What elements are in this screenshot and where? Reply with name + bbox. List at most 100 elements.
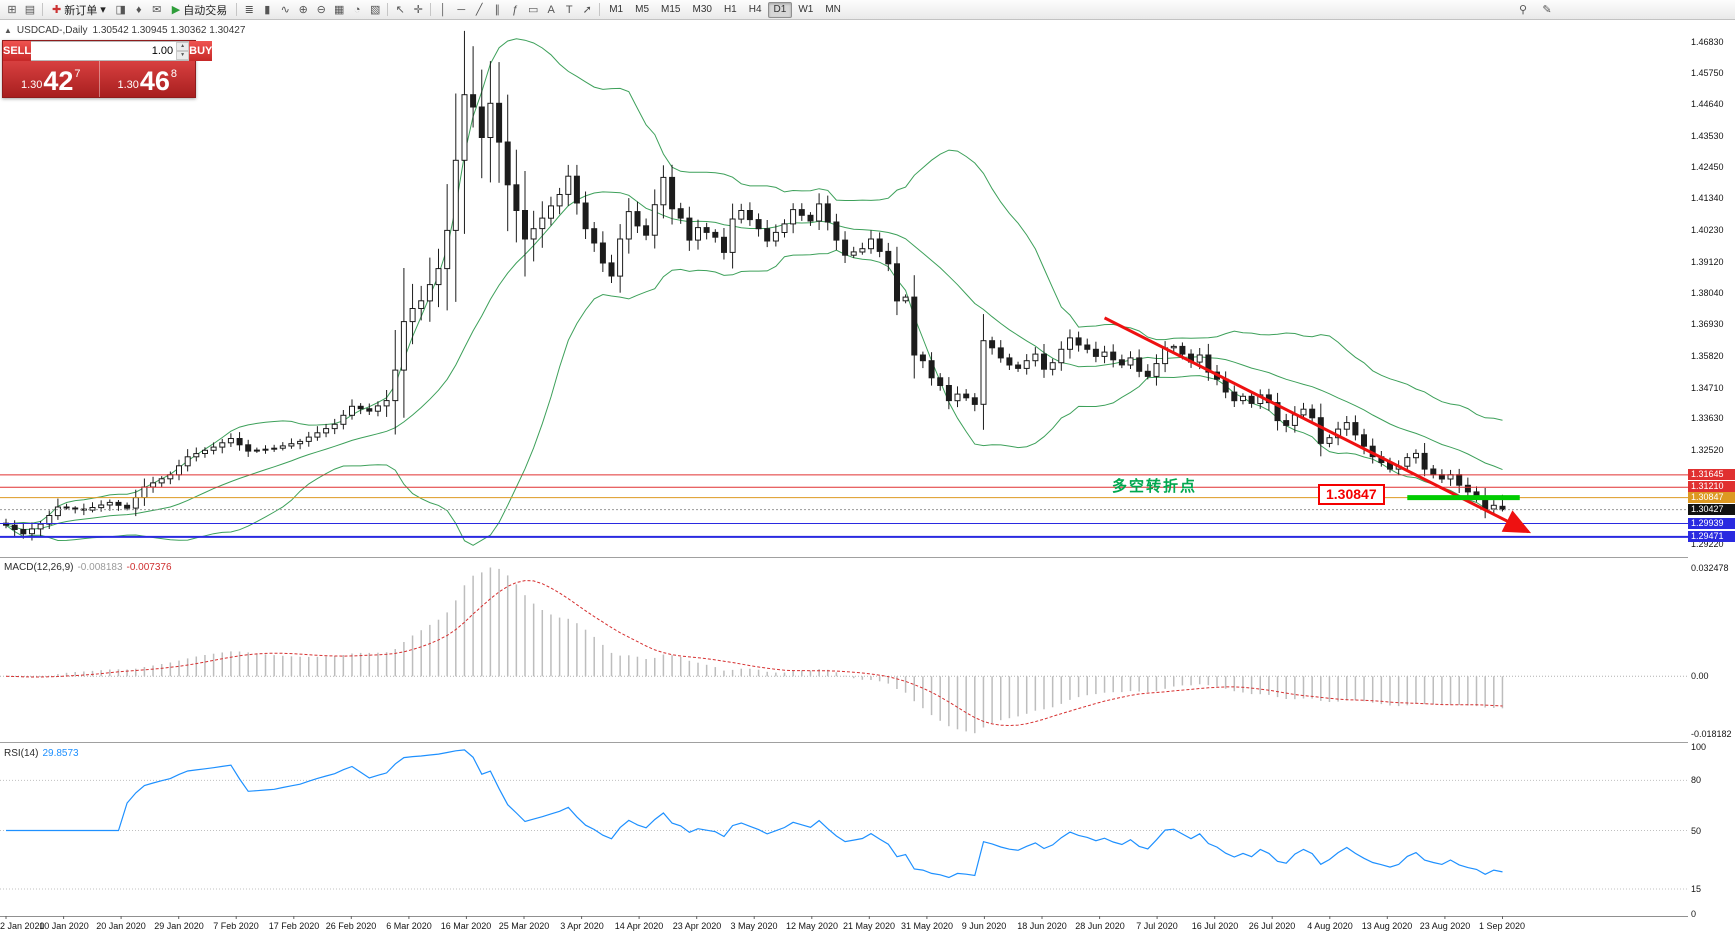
price-axis-label: 1.40230	[1691, 225, 1724, 235]
price-annotation[interactable]: 1.30847	[1318, 484, 1385, 505]
zoom-out-icon[interactable]: ⊖	[316, 4, 326, 16]
time-axis[interactable]: 2 Jan 2020 10 Jan 2020 20 Jan 2020 29 Jan 2…	[0, 918, 1688, 944]
date-label: 10 Jan 2020	[39, 921, 89, 931]
shapes-icon[interactable]: ▭	[528, 4, 539, 16]
arrow-tools-icon[interactable]: ➚	[582, 4, 592, 16]
volume-up-icon[interactable]: ▲	[176, 42, 190, 51]
date-label: 3 May 2020	[730, 921, 778, 931]
timeframe-m15[interactable]: M15	[661, 4, 681, 15]
volume-down-icon[interactable]: ▼	[176, 51, 190, 60]
fibonacci-icon[interactable]: ƒ	[512, 3, 519, 16]
volume-input[interactable]	[31, 42, 177, 60]
date-label: 28 Jun 2020	[1075, 921, 1125, 931]
candlestick-chart-icon[interactable]: ▮	[264, 4, 271, 16]
grid-icon[interactable]: ▦	[334, 4, 345, 16]
turning-point-annotation[interactable]: 多空转折点	[1112, 478, 1198, 495]
edit-icon[interactable]: ✎	[1542, 4, 1552, 16]
price-axis-label: 1.34710	[1691, 383, 1724, 393]
rsi-axis-label: 100	[1691, 742, 1707, 752]
date-label: 9 Jun 2020	[961, 921, 1007, 931]
toolbar-separator	[387, 3, 389, 16]
zoom-in-icon[interactable]: ⊕	[298, 4, 308, 16]
date-label: 20 Jan 2020	[96, 921, 146, 931]
date-label: 14 Apr 2020	[614, 921, 664, 931]
sell-price-sup: 7	[74, 68, 81, 80]
label-icon[interactable]: T	[565, 3, 573, 16]
timeframe-m30[interactable]: M30	[692, 4, 712, 15]
crosshair-icon[interactable]: ✛	[413, 4, 423, 16]
price-axis-label: 1.39120	[1691, 257, 1724, 267]
macd-signal-value: -0.007376	[126, 562, 172, 573]
date-label: 7 Feb 2020	[213, 921, 259, 931]
timeframe-h4[interactable]: H4	[748, 4, 762, 15]
autotrade-button[interactable]: ▶ 自动交易	[166, 1, 233, 18]
date-label: 2 Jan 2020	[0, 921, 45, 931]
price-axis-label: 1.38040	[1691, 288, 1724, 298]
timeframe-m5[interactable]: M5	[635, 4, 650, 15]
templates-icon[interactable]: ▧	[370, 4, 381, 16]
price-axis-label: 1.43530	[1691, 131, 1724, 141]
channel-icon[interactable]: ∥	[494, 4, 500, 16]
toolbar-separator	[599, 3, 601, 16]
rsi-axis-label: 50	[1691, 826, 1702, 836]
mailbox-icon[interactable]: ✉	[152, 4, 162, 16]
date-label: 12 May 2020	[785, 921, 839, 931]
new-order-button[interactable]: ✚ 新订单 ▾	[46, 1, 112, 18]
horizontal-line-icon[interactable]: ─	[457, 3, 466, 16]
price-axis-label: 1.35820	[1691, 351, 1724, 361]
timeframe-w1[interactable]: W1	[798, 4, 814, 15]
toolbar-separator	[430, 3, 432, 16]
rsi-value: 29.8573	[42, 748, 79, 759]
price-axis-label: 1.42450	[1691, 162, 1724, 172]
price-axis[interactable]: 1.46830 1.45750 1.44640 1.43530 1.42450 1.413…	[1688, 20, 1735, 946]
rsi-axis-label: 80	[1691, 775, 1702, 785]
alerts-icon[interactable]: ♦	[135, 3, 142, 16]
date-label: 29 Jan 2020	[154, 921, 204, 931]
timeframe-h1[interactable]: H1	[723, 4, 737, 15]
price-level-label: 1.31210	[1688, 481, 1735, 492]
volume-control: ▲ ▼	[31, 41, 190, 61]
buy-price[interactable]: 1.30 46 8	[98, 61, 196, 97]
autotrade-icon: ▶	[171, 4, 181, 16]
sell-button[interactable]: SELL	[3, 41, 32, 61]
collapse-panel-arrow[interactable]: ▲	[4, 26, 12, 35]
search-icon[interactable]: ⚲	[1518, 4, 1528, 16]
buy-price-small: 1.30	[117, 79, 139, 91]
buy-button[interactable]: BUY	[189, 41, 213, 61]
new-order-label: 新订单	[64, 4, 98, 17]
sell-price[interactable]: 1.30 42 7	[3, 61, 99, 97]
timeframe-d1[interactable]: D1	[767, 1, 793, 18]
buy-price-big: 46	[139, 66, 170, 96]
ohlc-values: 1.30542 1.30945 1.30362 1.30427	[92, 25, 246, 36]
macd-axis-bottom-label: -0.018182	[1691, 729, 1732, 739]
price-axis-label: 1.36930	[1691, 319, 1724, 329]
text-icon[interactable]: A	[547, 3, 555, 16]
chevron-down-icon: ▾	[100, 4, 106, 16]
date-label: 21 May 2020	[842, 921, 896, 931]
bar-chart-icon[interactable]: ≣	[244, 4, 254, 16]
macd-axis-top-label: 0.032478	[1691, 563, 1729, 573]
price-axis-label: 1.41340	[1691, 193, 1724, 203]
new-chart-icon[interactable]: ⊞	[7, 4, 17, 16]
line-chart-icon[interactable]: ∿	[280, 4, 290, 16]
date-label: 26 Jul 2020	[1248, 921, 1296, 931]
toolbar: ⊞ ▤ ✚ 新订单 ▾ ◨ ♦ ✉ ▶ 自动交易 ≣ ▮ ∿ ⊕ ⊖ ▦ ◔ ▧ ↖ ✛ │ ─ ╱ ∥ ƒ ▭ A T ➚ M1 M5 M1…	[0, 0, 1735, 20]
date-label: 4 Aug 2020	[1307, 921, 1353, 931]
date-label: 23 Aug 2020	[1419, 921, 1471, 931]
date-label: 16 Jul 2020	[1191, 921, 1239, 931]
price-axis-label: 1.44640	[1691, 99, 1724, 109]
trendline-icon[interactable]: ╱	[475, 4, 483, 16]
autotrade-label: 自动交易	[183, 4, 228, 17]
period-icon[interactable]: ◔	[353, 3, 361, 16]
chart-profiles-icon[interactable]: ▤	[24, 4, 36, 16]
market-depth-icon[interactable]: ◨	[115, 4, 126, 16]
timeframe-m1[interactable]: M1	[609, 4, 624, 15]
cursor-icon[interactable]: ↖	[395, 4, 405, 16]
toolbar-separator	[236, 3, 238, 16]
price-axis-label: 1.33630	[1691, 413, 1724, 423]
macd-name: MACD(12,26,9)	[4, 562, 74, 573]
timeframe-mn[interactable]: MN	[825, 4, 841, 15]
price-axis-label: 1.45750	[1691, 68, 1724, 78]
vertical-line-icon[interactable]: │	[439, 3, 447, 16]
